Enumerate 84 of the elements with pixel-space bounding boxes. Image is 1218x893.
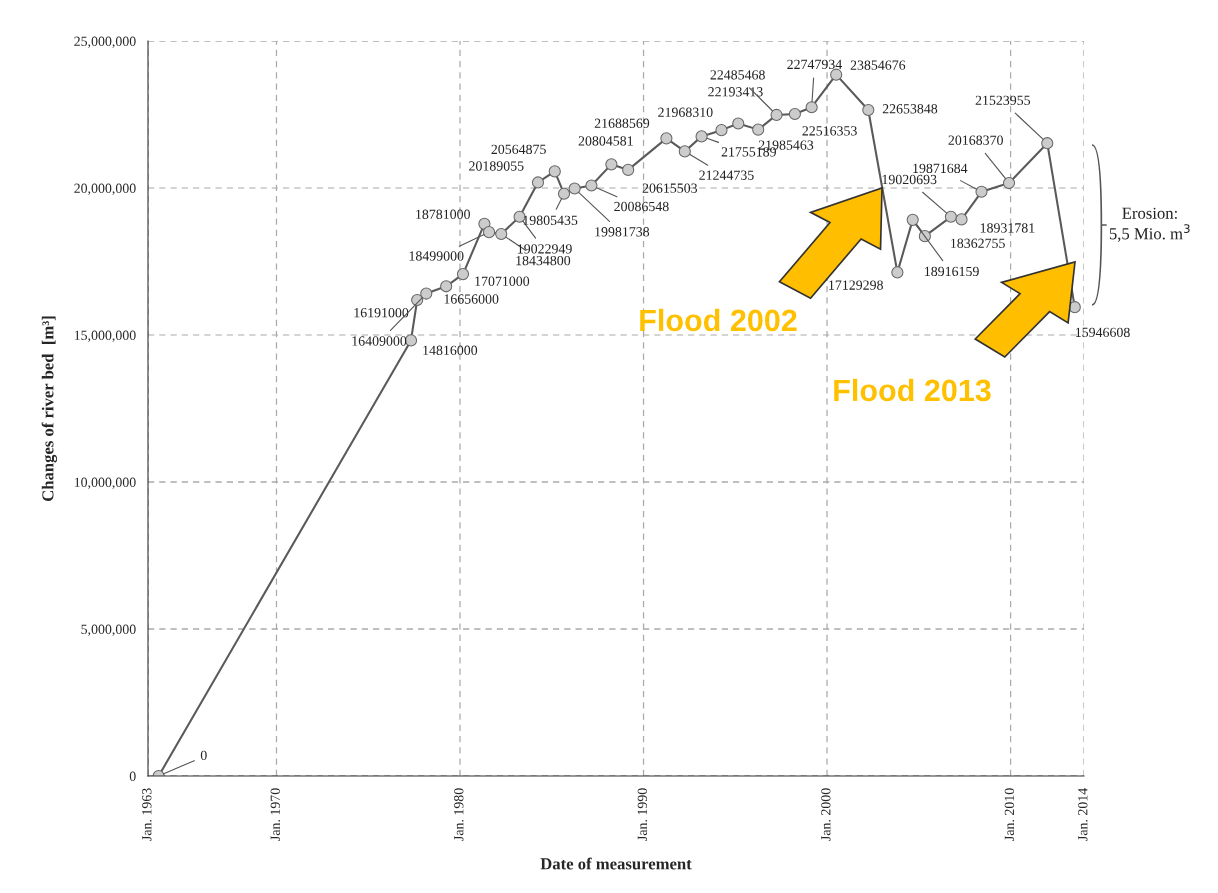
data-label: 14816000: [423, 345, 478, 355]
data-label: 17129298: [829, 280, 883, 290]
point: [955, 213, 968, 226]
data-label: 19805435: [523, 215, 578, 225]
point: [906, 213, 919, 226]
point: [695, 130, 708, 143]
point: [862, 103, 875, 117]
point: [513, 210, 526, 223]
point: [660, 132, 673, 145]
data-label: 19022949: [518, 244, 572, 254]
y-axis-title: Changes of river bed [m³]: [41, 316, 58, 501]
data-label: 18362755: [951, 238, 1005, 248]
y-tick-label: 10,000,000: [74, 477, 136, 489]
point: [715, 124, 728, 137]
data-label: 20086548: [614, 201, 669, 212]
point: [805, 101, 818, 114]
data-label: 20615503: [642, 183, 698, 193]
point: [770, 108, 783, 121]
y-tick-label: 0: [129, 771, 136, 781]
data-label: 21523955: [975, 95, 1031, 106]
data-label: 20189055: [469, 161, 524, 171]
data-label: 20564875: [491, 144, 546, 155]
y-tick-label: 15,000,000: [74, 330, 136, 342]
x-tick-label: Jan. 1990: [637, 788, 648, 841]
data-label: 21688569: [594, 118, 650, 128]
x-tick-label: Jan. 2000: [821, 788, 831, 841]
y-tick-label: 5,000,000: [81, 624, 136, 636]
data-label: 15946608: [1075, 327, 1130, 338]
point: [732, 117, 745, 130]
data-label: 22653848: [882, 104, 938, 114]
point: [1002, 176, 1016, 190]
y-tick-label: 25,000,000: [74, 36, 136, 48]
data-label: 23854676: [850, 60, 906, 70]
text: Erosion: 5,5 Mio. m$^{3}$: [1109, 207, 1190, 242]
point: [975, 185, 988, 198]
point: [944, 210, 957, 223]
point: [891, 266, 904, 279]
data-label: 19981738: [595, 227, 650, 237]
point: [752, 123, 765, 136]
point: [548, 165, 561, 178]
data-label: 18931781: [980, 223, 1035, 233]
x-tick-label: Jan. 2014: [1078, 788, 1088, 841]
data-label: 18499000: [409, 251, 464, 261]
data-label: 17071000: [475, 276, 530, 286]
point: [456, 268, 470, 281]
data-label: 19020693: [882, 174, 937, 185]
data-label: 19871684: [913, 163, 968, 174]
data-label: 22485468: [710, 70, 765, 80]
point: [568, 182, 581, 195]
point: [605, 158, 618, 171]
data-label: 16191000: [354, 307, 409, 318]
data-label: 16656000: [444, 294, 499, 304]
point: [420, 287, 433, 300]
point: [531, 176, 545, 189]
annotation: Flood 2013: [834, 378, 991, 402]
point: [585, 179, 598, 192]
x-axis-title: Date of measurement: [540, 857, 692, 870]
data-label: 22516353: [802, 126, 857, 136]
data-label: 18916159: [925, 266, 979, 277]
x-tick-label: Jan. 1970: [270, 788, 281, 841]
data-label: 22747934: [787, 59, 842, 70]
data-label: 18434800: [516, 255, 571, 266]
point: [678, 145, 691, 158]
annotation: Flood 2002: [640, 308, 797, 332]
x-tick-label: Jan. 2010: [1004, 788, 1015, 841]
data-label: 16409000: [352, 336, 407, 346]
point: [830, 68, 843, 81]
point: [440, 280, 453, 293]
point: [1041, 137, 1054, 150]
point: [788, 107, 801, 121]
data-label: 20804581: [578, 136, 633, 146]
data-label: 21968310: [658, 107, 713, 117]
y-tick-label: 20,000,000: [74, 183, 136, 195]
point: [495, 227, 508, 241]
x-tick-label: Jan. 1980: [454, 788, 464, 841]
point: [557, 187, 571, 200]
data-label: 18781000: [416, 209, 470, 219]
point: [622, 163, 635, 176]
point: [411, 293, 424, 307]
point: [482, 226, 496, 239]
data-label: 21244735: [699, 170, 754, 180]
data-label: 20168370: [948, 135, 1003, 145]
data-label: 0: [200, 750, 207, 761]
x-tick-label: Jan. 1963: [142, 788, 152, 841]
